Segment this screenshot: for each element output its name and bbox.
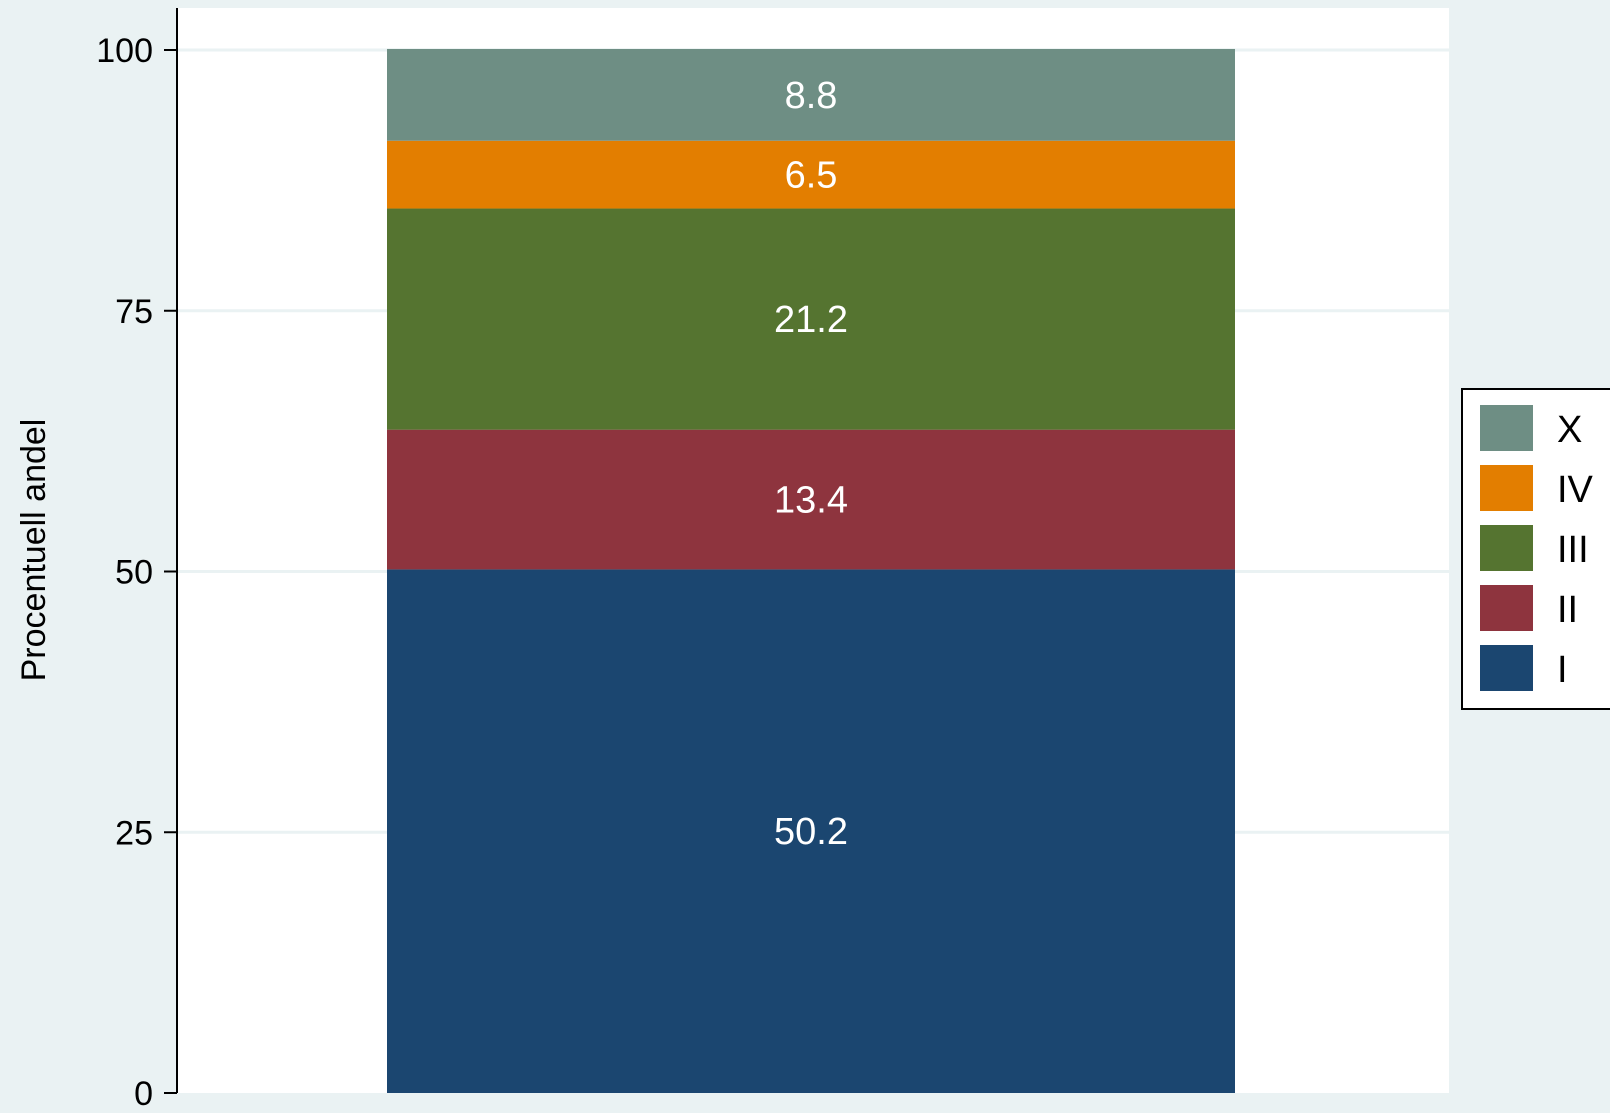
bar-segment-X [387, 48, 1235, 141]
legend-label-III: III [1557, 529, 1589, 571]
legend-label-II: II [1557, 589, 1578, 631]
legend-swatch-IV [1480, 465, 1533, 511]
y-tick-label-25: 25 [115, 814, 153, 852]
bar-segment-IV [387, 140, 1235, 209]
bar-segment-III [387, 208, 1235, 430]
y-axis-ticks: 0 25 50 75 100 [96, 32, 177, 1113]
data-label-IV: 6.5 [785, 155, 838, 197]
data-label-II: 13.4 [774, 480, 848, 522]
y-tick-label-75: 75 [115, 293, 153, 331]
legend-swatch-III [1480, 525, 1533, 571]
legend-label-X: X [1557, 409, 1582, 451]
legend-swatch-X [1480, 405, 1533, 451]
y-tick-label-100: 100 [96, 32, 153, 70]
bar-segment-I [387, 569, 1235, 1093]
bar-segment-II [387, 429, 1235, 570]
data-label-I: 50.2 [774, 811, 848, 853]
legend-swatch-I [1480, 645, 1533, 691]
legend-label-I: I [1557, 649, 1568, 691]
data-label-III: 21.2 [774, 299, 848, 341]
legend-swatch-II [1480, 585, 1533, 631]
y-axis-title: Procentuell andel [15, 419, 53, 682]
data-label-X: 8.8 [785, 75, 838, 117]
legend-label-IV: IV [1557, 469, 1594, 511]
data-labels: 50.2 13.4 21.2 6.5 8.8 [774, 75, 848, 853]
y-tick-label-50: 50 [115, 554, 153, 592]
y-tick-label-0: 0 [134, 1075, 153, 1113]
stacked-bar [387, 48, 1235, 1093]
